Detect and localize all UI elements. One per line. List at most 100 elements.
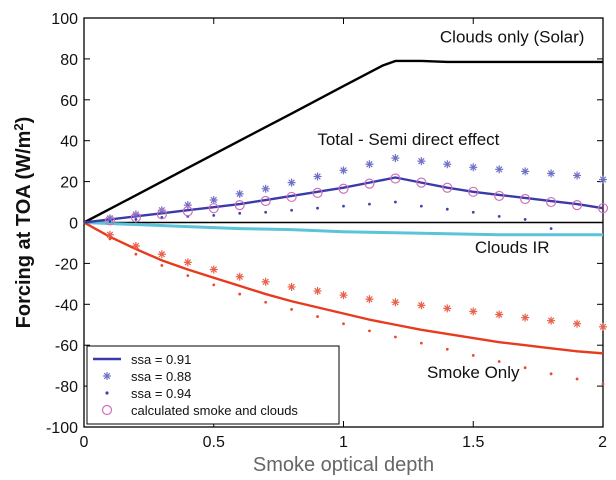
marker-circle	[520, 193, 531, 205]
y-tick-label: -20	[55, 256, 78, 273]
y-tick-label: 80	[60, 52, 78, 69]
marker-dot	[445, 207, 449, 211]
marker-star	[417, 301, 426, 310]
marker-star	[495, 310, 504, 319]
marker-star	[339, 291, 348, 300]
marker-circle	[286, 191, 297, 203]
marker-dot	[160, 215, 164, 219]
marker-dot	[186, 274, 190, 278]
line-clouds_solar	[83, 59, 603, 224]
marker-star	[365, 295, 374, 304]
y-axis-label-sup: 2	[11, 123, 26, 130]
marker-dot	[549, 372, 553, 376]
legend-entry: calculated smoke and clouds	[101, 403, 298, 418]
annotation: Clouds IR	[475, 238, 550, 257]
marker-dot	[523, 218, 527, 221]
marker-star	[261, 277, 270, 286]
marker-dot	[549, 227, 553, 231]
legend-box	[86, 345, 340, 425]
marker-star	[235, 272, 244, 281]
series-total_094	[108, 200, 553, 231]
marker-star	[157, 250, 166, 259]
y-tick-label: -100	[46, 420, 78, 437]
legend-swatch	[105, 391, 109, 395]
y-tick-label: -80	[55, 379, 78, 396]
marker-dot	[238, 211, 242, 215]
annotation: Total - Semi direct effect	[317, 130, 499, 149]
marker-star	[547, 316, 556, 325]
line-smoke_091	[83, 221, 604, 355]
series-smoke_094	[108, 237, 605, 386]
x-tick-label: 1.5	[462, 434, 484, 451]
marker-star	[469, 307, 478, 316]
marker-dot	[108, 220, 112, 223]
marker-dot	[575, 377, 579, 381]
marker-dot	[342, 204, 345, 208]
y-tick-label: -60	[55, 338, 78, 355]
marker-star	[287, 282, 296, 291]
marker-star	[339, 166, 348, 175]
legend-entry: ssa = 0.91	[93, 352, 191, 367]
marker-dot	[471, 354, 475, 357]
marker-dot	[445, 347, 449, 351]
marker-circle	[182, 206, 193, 217]
y-tick-label: -40	[55, 297, 78, 314]
marker-dot	[316, 206, 319, 210]
marker-dot	[134, 252, 138, 256]
marker-circle	[104, 215, 116, 226]
marker-star	[469, 163, 478, 172]
y-tick-label: 100	[51, 11, 78, 28]
marker-star	[131, 242, 140, 251]
annotation: Smoke Only	[427, 363, 520, 382]
marker-star	[209, 265, 218, 274]
series-layer	[83, 59, 609, 386]
marker-dot	[601, 382, 605, 386]
series-smoke_088	[105, 230, 607, 331]
annotations: Clouds only (Solar) Total - Semi direct e…	[317, 28, 584, 382]
axes: -100 -80 -60 -40 -20 0 20 40 60 80 100 0 0.5 1 1.5 2	[46, 11, 607, 451]
y-axis-label: Forcing at TOA (W/m2)	[11, 117, 36, 329]
legend-label: ssa = 0.94	[131, 386, 191, 401]
marker-circle	[545, 196, 557, 208]
line-total_091	[83, 176, 604, 224]
marker-dot	[419, 204, 423, 208]
marker-star	[521, 313, 530, 322]
series-smoke_091	[83, 221, 604, 355]
y-tick-label: 40	[60, 134, 78, 151]
marker-circle	[364, 178, 375, 189]
marker-dot	[238, 292, 242, 296]
series-clouds_ir	[83, 221, 603, 237]
marker-star	[443, 160, 452, 169]
marker-dot	[290, 308, 293, 311]
marker-star	[417, 157, 426, 166]
legend-swatch	[101, 404, 113, 416]
legend-label: ssa = 0.91	[131, 352, 191, 367]
marker-dot	[264, 210, 268, 214]
marker-star	[391, 154, 400, 163]
marker-star	[365, 160, 374, 169]
marker-dot	[368, 202, 371, 206]
marker-star	[183, 258, 192, 267]
marker-circle	[130, 212, 141, 223]
legend: ssa = 0.91 ssa = 0.88 ssa = 0.94 calculated…	[86, 345, 340, 425]
line-clouds_ir	[83, 221, 603, 237]
legend-entry: ssa = 0.94	[105, 386, 191, 401]
legend-label: calculated smoke and clouds	[131, 403, 298, 418]
marker-star	[495, 165, 504, 174]
marker-circle	[416, 177, 427, 188]
marker-dot	[212, 283, 216, 287]
marker-circle	[312, 187, 323, 198]
marker-dot	[471, 210, 475, 214]
marker-dot	[523, 366, 527, 370]
x-tick-label: 2	[598, 434, 607, 451]
marker-dot	[394, 335, 397, 339]
marker-star	[105, 230, 114, 239]
marker-dot	[160, 264, 164, 267]
marker-dot	[497, 214, 501, 218]
annotation: Clouds only (Solar)	[440, 28, 585, 47]
marker-circle	[442, 182, 453, 193]
y-tick-label: 20	[60, 175, 78, 192]
legend-label: ssa = 0.88	[131, 369, 191, 384]
series-clouds_solar	[83, 59, 603, 224]
marker-circle	[260, 195, 271, 207]
